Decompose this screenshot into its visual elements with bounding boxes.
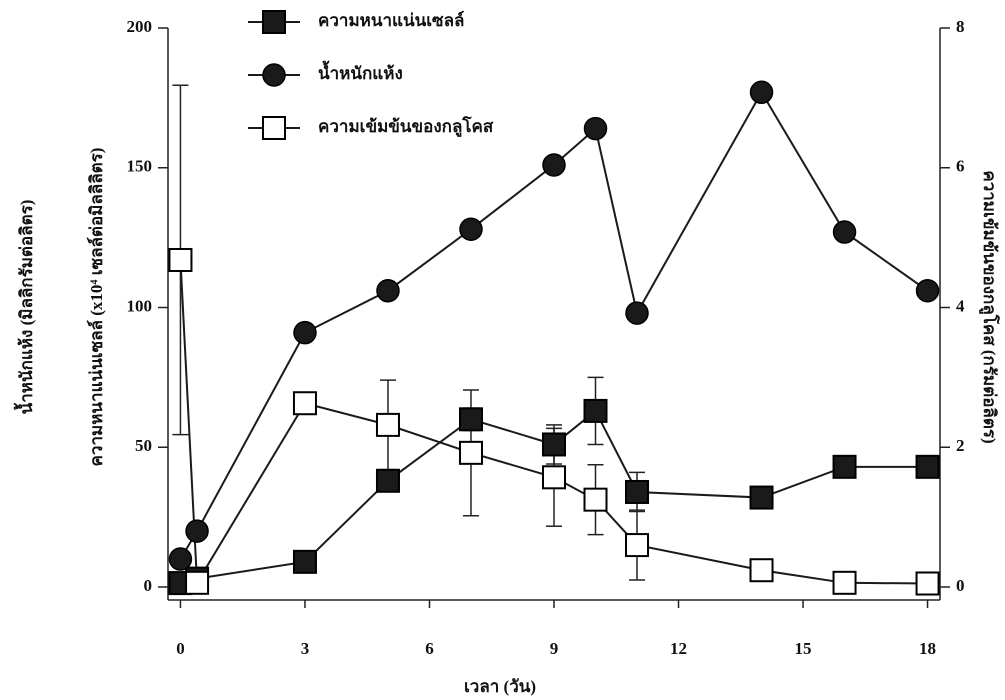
y2-tick-label: 6 (956, 157, 965, 176)
y2-axis-label: ความเข้มข้นของกลูโคส (กรัมต่อลิตร) (978, 170, 1000, 443)
y2-tick-label: 2 (956, 436, 965, 455)
x-tick-label: 9 (550, 639, 559, 658)
data-point (917, 456, 939, 478)
data-point (585, 118, 607, 140)
x-axis-label: เวลา (วัน) (464, 677, 536, 696)
data-point (751, 81, 773, 103)
y-axis-label: น้ำหนักแห้ง (มิลลิกรัมต่อลิตร) (13, 200, 36, 415)
legend-marker (263, 117, 285, 139)
data-point (834, 456, 856, 478)
legend-label: ความเข้มข้นของกลูโคส (318, 116, 494, 138)
data-point (543, 466, 565, 488)
data-point (186, 520, 208, 542)
data-point (294, 322, 316, 344)
x-tick-label: 12 (670, 639, 687, 658)
data-point (460, 408, 482, 430)
y2-tick-label: 8 (956, 17, 965, 36)
data-point (543, 154, 565, 176)
data-point (751, 487, 773, 509)
data-point (169, 249, 191, 271)
series-line (180, 260, 927, 584)
chart: เวลา (วัน) น้ำหนักแห้ง (มิลลิกรัมต่อลิตร… (0, 0, 1005, 700)
data-point (917, 280, 939, 302)
data-point (917, 573, 939, 595)
data-point (294, 392, 316, 414)
y-tick-label: 200 (127, 17, 153, 36)
y-tick-label: 150 (127, 157, 153, 176)
data-point (543, 433, 565, 455)
data-point (585, 400, 607, 422)
y-axis-label: ความหนาแน่นเซลล์ (x10⁴ เซลล์ต่อมิลลิลิตร… (86, 148, 106, 467)
data-point (377, 470, 399, 492)
legend-label: น้ำหนักแห้ง (318, 60, 403, 83)
data-point (626, 481, 648, 503)
data-point (751, 559, 773, 581)
data-point (626, 302, 648, 324)
legend-marker (263, 64, 285, 86)
data-point (460, 218, 482, 240)
legend-marker (263, 11, 285, 33)
data-point (377, 280, 399, 302)
data-point (377, 414, 399, 436)
data-point (169, 548, 191, 570)
data-point (585, 489, 607, 511)
data-point (834, 221, 856, 243)
data-point (834, 572, 856, 594)
y-tick-label: 0 (144, 576, 153, 595)
y2-tick-label: 4 (956, 296, 965, 315)
data-point (460, 442, 482, 464)
x-tick-label: 18 (919, 639, 936, 658)
data-point (186, 572, 208, 594)
data-point (626, 534, 648, 556)
x-tick-label: 3 (301, 639, 310, 658)
x-tick-label: 15 (795, 639, 812, 658)
data-point (294, 551, 316, 573)
x-tick-label: 0 (176, 639, 185, 658)
y-tick-label: 50 (135, 436, 152, 455)
x-tick-label: 6 (425, 639, 434, 658)
legend-label: ความหนาแน่นเซลล์ (318, 10, 464, 30)
y2-tick-label: 0 (956, 576, 965, 595)
y-tick-label: 100 (127, 296, 153, 315)
